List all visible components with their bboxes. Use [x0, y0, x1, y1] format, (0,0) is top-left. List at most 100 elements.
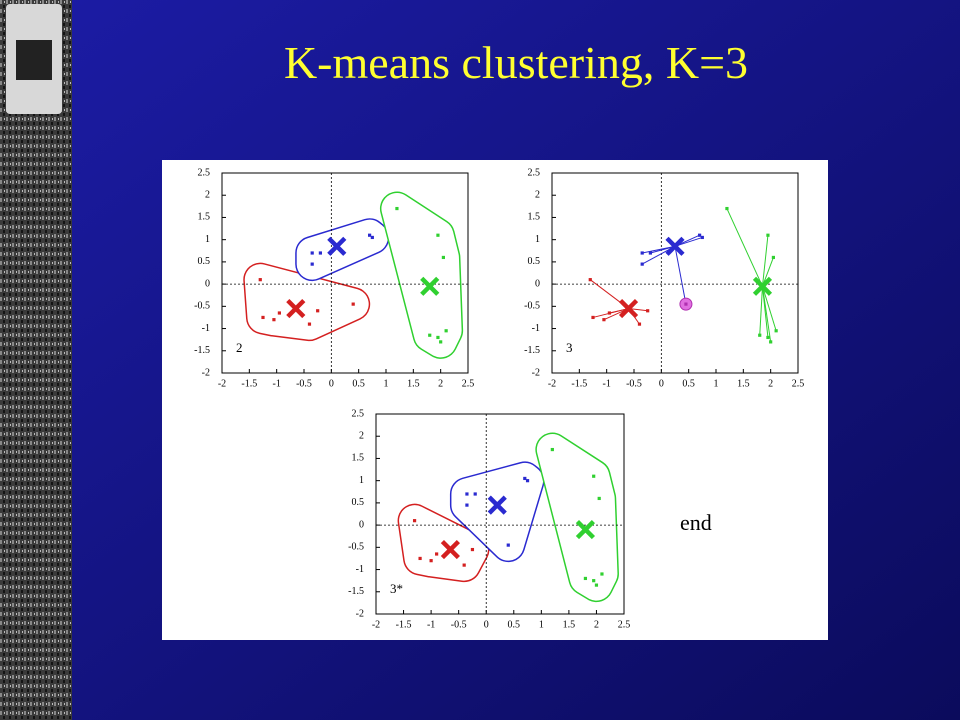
x-tick-label: 1.5: [737, 378, 750, 389]
centroid: [327, 236, 347, 256]
card-chip: [16, 40, 52, 80]
centroid: [752, 276, 773, 296]
y-tick-label: -2: [532, 367, 540, 378]
y-tick-label: 0: [535, 278, 540, 289]
point: [310, 262, 314, 266]
point: [607, 311, 611, 315]
point: [368, 233, 372, 237]
x-tick-label: -1: [427, 619, 435, 630]
point: [470, 547, 475, 552]
y-tick-label: -0.5: [348, 542, 364, 553]
side-strip: [0, 0, 72, 720]
panel-label: 2: [236, 340, 243, 355]
x-tick-label: 1: [384, 378, 389, 389]
point: [646, 309, 650, 313]
x-tick-label: -1.5: [241, 378, 257, 389]
x-tick-label: -1: [272, 378, 280, 389]
panel-label: 3*: [390, 581, 403, 596]
x-tick-label: 0: [329, 378, 334, 389]
point: [428, 333, 432, 337]
slide-title: K-means clustering, K=3: [284, 37, 748, 88]
point: [583, 576, 588, 581]
point: [439, 340, 443, 344]
y-tick-label: 2: [205, 190, 210, 201]
point: [277, 311, 281, 315]
point: [684, 302, 688, 306]
y-tick-label: -1: [202, 323, 210, 334]
point: [272, 318, 276, 322]
y-tick-label: 0.5: [352, 497, 365, 508]
assignment-line: [726, 208, 763, 287]
y-tick-label: 0: [359, 519, 364, 530]
x-tick-label: -2: [218, 378, 226, 389]
point: [370, 235, 374, 240]
x-tick-label: 2.5: [618, 619, 631, 630]
point: [766, 233, 770, 237]
point: [758, 333, 762, 337]
y-tick-label: -1: [356, 564, 364, 575]
point: [444, 329, 448, 333]
point: [774, 329, 778, 333]
cluster-fill: [244, 264, 369, 340]
x-tick-label: -0.5: [626, 378, 642, 389]
point: [316, 309, 320, 313]
point: [395, 206, 399, 211]
y-tick-label: 2.5: [352, 408, 365, 419]
centroid: [286, 298, 306, 319]
x-tick-label: 2: [768, 378, 773, 389]
plot: -2 -1.5 -1 -0.5 0 0.5 1 1.5 2 2.5 -2 -1.5 -1 -0.5 0 0.5…: [194, 167, 474, 389]
centroid: [665, 236, 685, 256]
x-tick-label: -0.5: [296, 378, 312, 389]
plot: -2 -1.5 -1 -0.5 0 0.5 1 1.5 2 2.5 -2 -1.5 -1 -0.5 0 0.5…: [348, 408, 630, 630]
cluster-fill: [451, 462, 544, 561]
point: [591, 315, 595, 320]
point: [436, 335, 440, 340]
x-tick-label: 2: [594, 619, 599, 630]
point: [462, 563, 466, 567]
y-tick-label: 1: [205, 234, 210, 245]
point: [473, 492, 477, 496]
y-tick-label: 0: [205, 278, 210, 289]
point: [429, 559, 433, 563]
x-tick-label: 0: [659, 378, 664, 389]
x-tick-label: -1.5: [396, 619, 412, 630]
point: [307, 322, 312, 326]
x-tick-label: 1: [539, 619, 544, 630]
point: [465, 492, 469, 496]
plot-frame: [221, 172, 469, 374]
point: [698, 233, 702, 237]
assignment-line: [759, 286, 763, 336]
point: [258, 278, 262, 282]
point: [592, 474, 596, 478]
y-tick-label: -0.5: [194, 301, 210, 312]
x-tick-label: 0.5: [352, 378, 365, 389]
figure-panel: [162, 160, 828, 640]
panel-label: 3: [566, 340, 573, 355]
centroid: [618, 298, 639, 319]
y-tick-label: 1.5: [528, 212, 541, 223]
point: [412, 519, 417, 523]
x-tick-label: 0.5: [682, 378, 695, 389]
point: [700, 235, 704, 240]
centroid: [440, 539, 460, 560]
x-tick-label: -1: [602, 378, 610, 389]
x-tick-label: -1.5: [571, 378, 587, 389]
point: [441, 255, 445, 260]
assignment-line: [761, 235, 769, 287]
y-tick-label: -1.5: [524, 345, 540, 356]
x-tick-label: 2.5: [792, 378, 805, 389]
x-tick-label: 2.5: [462, 378, 475, 389]
point: [436, 233, 440, 237]
point: [640, 262, 644, 266]
point: [602, 318, 606, 322]
y-tick-label: -1.5: [348, 586, 364, 597]
point: [640, 251, 644, 255]
plot-frame: [375, 413, 625, 615]
x-tick-label: -0.5: [451, 619, 467, 630]
y-tick-label: 2.5: [198, 167, 211, 178]
point: [769, 340, 773, 344]
x-tick-label: 1.5: [563, 619, 576, 630]
point: [648, 251, 652, 255]
centroid: [420, 276, 440, 296]
